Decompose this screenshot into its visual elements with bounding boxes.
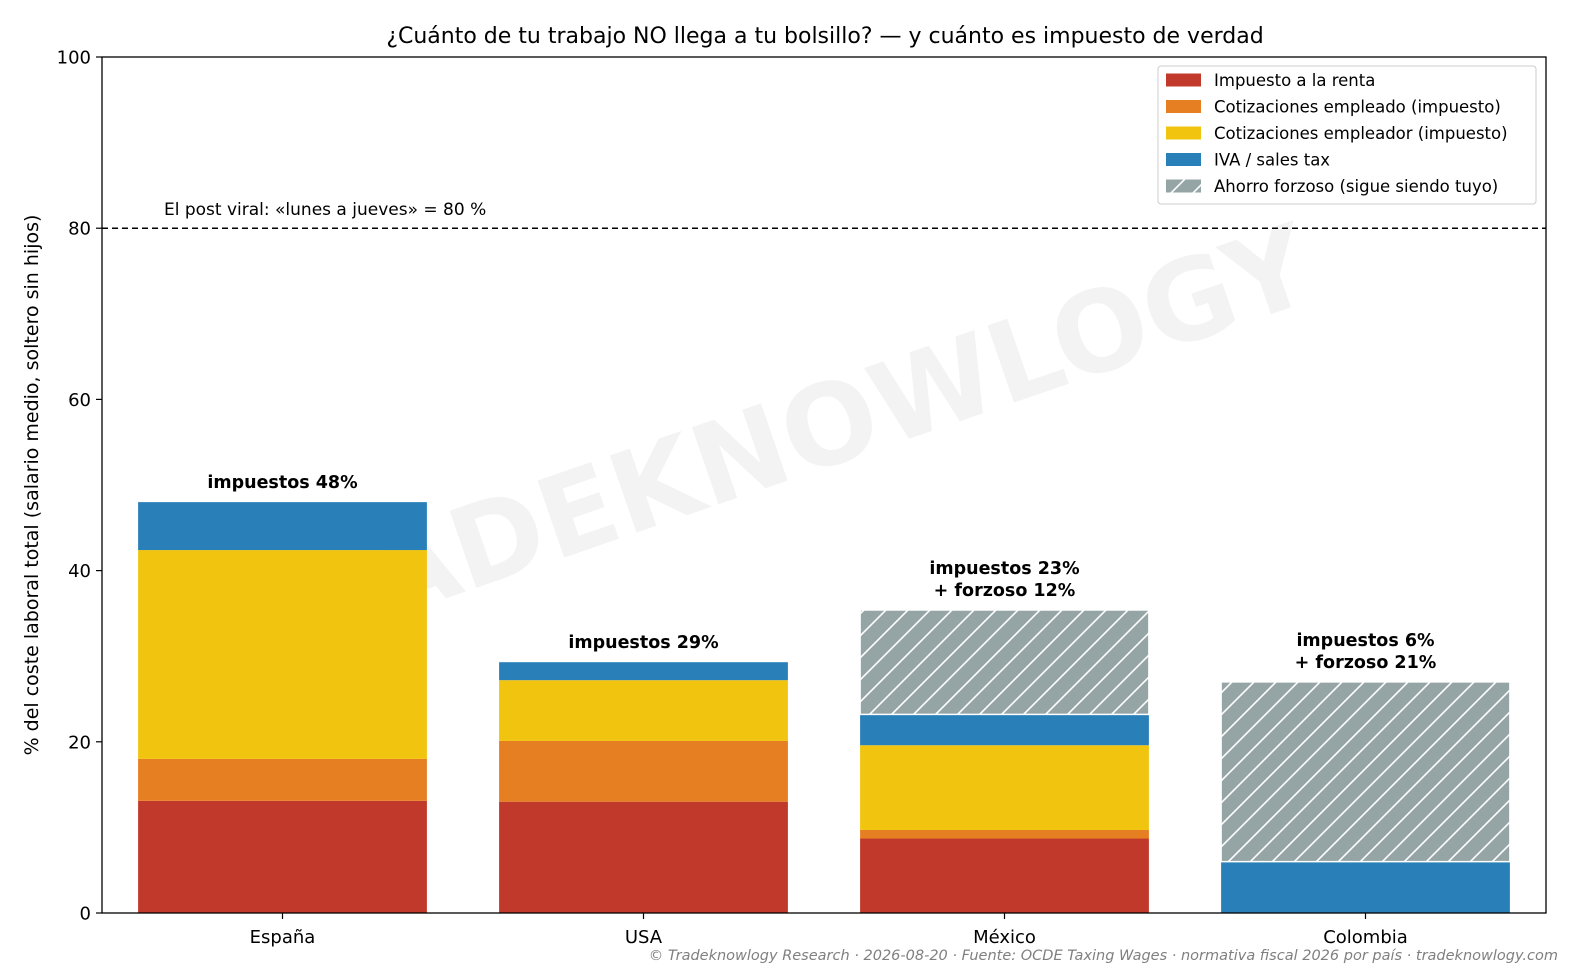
bar-segment-3-1 xyxy=(499,662,788,681)
bar-segment-4-2 xyxy=(859,609,1150,716)
bar-segment-1-2 xyxy=(860,829,1149,839)
legend-label-4: Ahorro forzoso (sigue siendo tuyo) xyxy=(1214,177,1498,196)
bar-segment-3-0 xyxy=(138,502,427,551)
bar-segment-3-3 xyxy=(1221,861,1510,913)
bar-segment-3-2 xyxy=(860,714,1149,746)
x-axis: España USA México Colombia xyxy=(250,913,1408,948)
bar-label-3-0: impuestos 6% xyxy=(1296,631,1434,651)
legend-frame xyxy=(1157,65,1537,205)
y-tick-label-0: 0 xyxy=(80,904,91,925)
legend-label-3: IVA / sales tax xyxy=(1214,151,1330,170)
y-tick-label-80: 80 xyxy=(68,219,91,240)
bar-label-0-0: impuestos 48% xyxy=(207,473,357,493)
x-tick-label-0: España xyxy=(250,927,316,948)
legend-swatch-0 xyxy=(1166,73,1201,87)
bar-segment-2-0 xyxy=(138,550,427,759)
x-tick-label-2: México xyxy=(973,927,1036,948)
plot-frame xyxy=(101,56,1547,914)
bar-label-1-0: impuestos 29% xyxy=(568,633,718,653)
legend-swatch-4 xyxy=(1166,179,1201,193)
bar-labels-layer: impuestos 48%impuestos 29%impuestos 23%+… xyxy=(207,473,1436,673)
bar-segment-0-2 xyxy=(860,838,1149,913)
reference-line-label: El post viral: «lunes a jueves» = 80 % xyxy=(164,200,486,220)
bar-label-2-0: impuestos 23% xyxy=(929,559,1079,579)
bar-segment-0-0 xyxy=(138,800,427,913)
legend-swatch-2 xyxy=(1166,126,1201,140)
y-tick-label-100: 100 xyxy=(57,48,91,69)
legend-label-0: Impuesto a la renta xyxy=(1214,71,1375,90)
legend-label-2: Cotizaciones empleador (impuesto) xyxy=(1214,124,1508,143)
legend-label-1: Cotizaciones empleado (impuesto) xyxy=(1214,98,1501,117)
bars-layer xyxy=(138,502,1511,913)
x-tick-label-3: Colombia xyxy=(1323,927,1408,948)
bar-label-2-1: + forzoso 12% xyxy=(934,581,1076,601)
bar-segment-4-3 xyxy=(1220,681,1511,863)
bar-segment-2-2 xyxy=(860,745,1149,830)
bar-segment-1-0 xyxy=(138,758,427,801)
legend-swatch-1 xyxy=(1166,100,1201,113)
bar-label-3-1: + forzoso 21% xyxy=(1295,653,1437,673)
y-axis: 0 20 40 60 80 100 xyxy=(57,48,102,925)
y-tick-label-40: 40 xyxy=(68,561,91,582)
bar-segment-1-1 xyxy=(499,740,788,802)
bar-segment-0-1 xyxy=(499,801,788,913)
reference-line-group: El post viral: «lunes a jueves» = 80 % xyxy=(102,200,1546,229)
footer-credit: © Tradeknowlogy Research · 2026-08-20 · … xyxy=(649,948,1558,964)
bar-segment-2-1 xyxy=(499,680,788,741)
y-axis-label: % del coste laboral total (salario medio… xyxy=(21,215,43,756)
legend: Impuesto a la renta Cotizaciones empleado… xyxy=(1157,65,1537,205)
legend-swatch-3 xyxy=(1166,153,1201,166)
y-tick-label-60: 60 xyxy=(68,390,91,411)
y-tick-label-20: 20 xyxy=(68,732,91,753)
x-tick-label-1: USA xyxy=(625,927,663,948)
chart-title: ¿Cuánto de tu trabajo NO llega a tu bols… xyxy=(386,24,1263,49)
